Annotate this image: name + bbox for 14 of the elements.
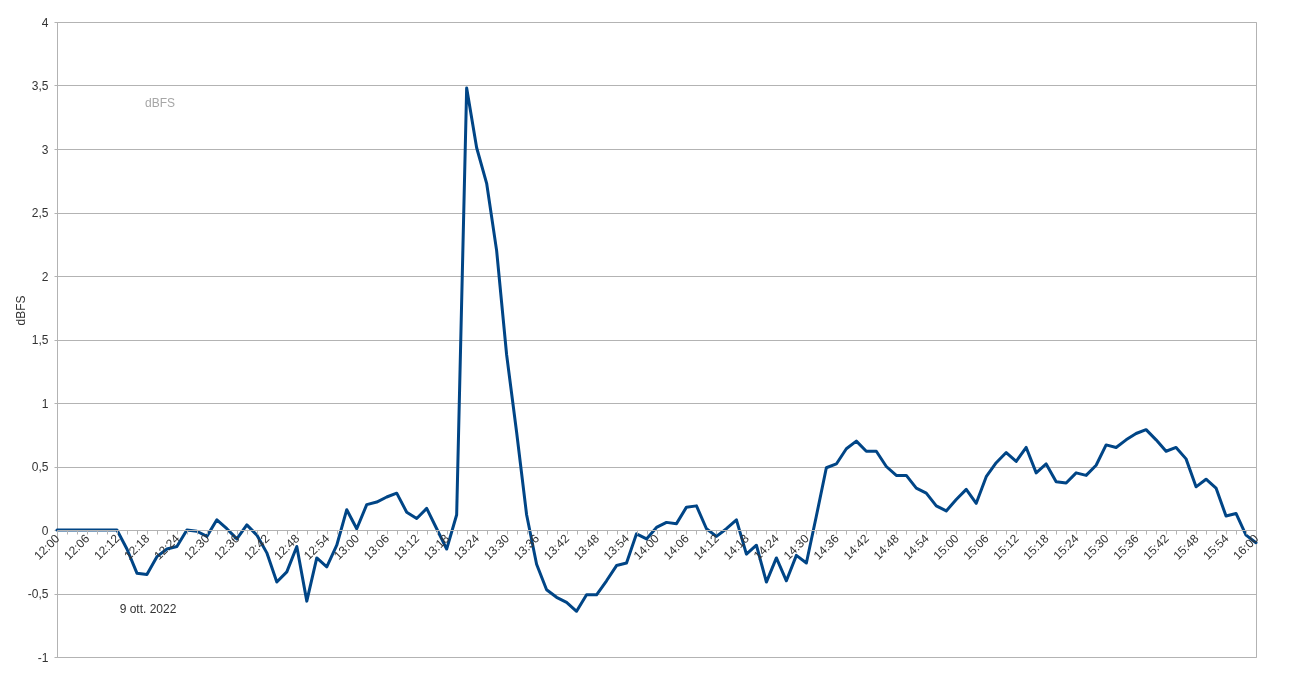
y-tick-label: 0 [41,523,49,538]
annotation: 9 ott. 2022 [119,602,177,616]
y-axis-title: dBFS [13,295,28,326]
y-tick-label: 2 [41,269,49,284]
y-tick-label: 1 [41,396,49,411]
y-tick-label: 3,5 [31,79,49,93]
y-tick-label: 1,5 [31,333,49,347]
annotation: dBFS [144,96,176,110]
y-tick-label: 4 [41,15,49,30]
y-tick-label: -1 [37,650,49,665]
y-tick-label: 3 [41,142,49,157]
y-tick-label: 2,5 [31,206,49,220]
y-tick-label: -0,5 [27,587,49,601]
y-tick-label: 0,5 [31,460,49,474]
